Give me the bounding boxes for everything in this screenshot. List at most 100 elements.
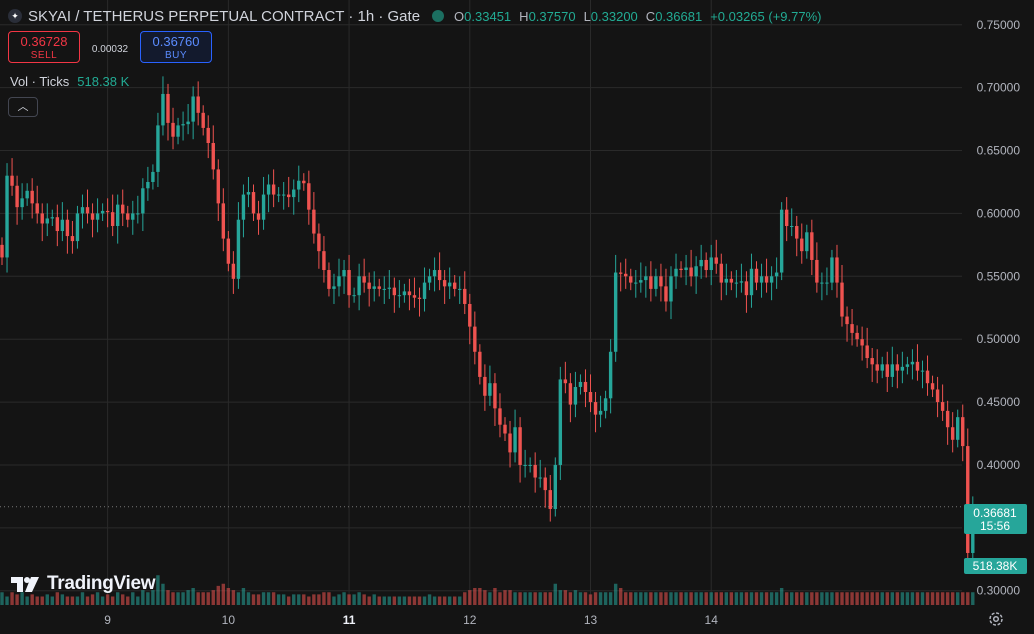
candle xyxy=(40,203,44,242)
candle xyxy=(397,280,402,308)
volume-bar xyxy=(593,592,598,605)
candle xyxy=(850,309,854,346)
volume-bar xyxy=(493,588,497,605)
volume-bar xyxy=(266,592,271,605)
gear-icon[interactable] xyxy=(987,610,1005,628)
candle-body xyxy=(598,410,603,415)
volume-bar xyxy=(961,592,965,605)
y-tick-label: 0.40000 xyxy=(977,458,1021,472)
candle xyxy=(357,263,361,311)
candle-body xyxy=(271,184,276,195)
candle xyxy=(226,231,231,272)
candle-body xyxy=(538,477,542,479)
volume-bar xyxy=(533,592,537,605)
candle xyxy=(659,263,663,302)
buy-button[interactable]: 0.36760 BUY xyxy=(140,31,212,63)
tradingview-logo[interactable]: TradingView xyxy=(11,573,156,595)
candle-body xyxy=(60,219,65,232)
candle xyxy=(805,224,809,259)
candle xyxy=(100,203,105,221)
volume-bar xyxy=(629,592,633,605)
candle xyxy=(131,200,135,235)
candle-body xyxy=(377,286,381,289)
sell-button[interactable]: 0.36728 SELL xyxy=(8,31,80,63)
candle xyxy=(880,356,884,379)
candle xyxy=(905,356,910,375)
candle-body xyxy=(442,280,447,287)
volume-bar xyxy=(704,592,708,605)
volume-bar xyxy=(543,592,547,605)
candle xyxy=(714,239,718,274)
candle-body xyxy=(25,190,29,199)
candle xyxy=(176,117,180,145)
volume-bar xyxy=(201,592,205,605)
candle xyxy=(35,185,39,224)
candle-body xyxy=(110,212,115,227)
candle-body xyxy=(739,281,744,283)
market-status-icon[interactable] xyxy=(432,10,445,22)
volume-legend[interactable]: Vol · Ticks 518.38 K xyxy=(10,74,129,89)
candle-body xyxy=(508,433,512,453)
candle-body xyxy=(774,272,779,277)
candle-body xyxy=(790,226,794,228)
candle xyxy=(875,349,879,384)
candle xyxy=(478,344,482,385)
last-volume-value: 518.38K xyxy=(973,559,1018,573)
volume-bar xyxy=(151,590,155,605)
candle xyxy=(568,373,573,423)
candle-body xyxy=(779,209,784,273)
candle xyxy=(639,262,643,293)
candle-body xyxy=(618,272,623,274)
candle-body xyxy=(392,287,397,296)
candle-body xyxy=(493,383,497,409)
volume-bar xyxy=(337,594,341,605)
x-tick-label: 12 xyxy=(463,613,477,627)
volume-bar xyxy=(956,592,960,605)
buy-label: BUY xyxy=(164,50,188,61)
candle-body xyxy=(674,268,678,277)
candle-body xyxy=(699,259,703,267)
candle-body xyxy=(397,295,402,297)
candle-body xyxy=(412,295,417,298)
collapse-legend-button[interactable]: ︿ xyxy=(8,97,38,117)
candle xyxy=(754,261,759,291)
volume-bar xyxy=(714,592,718,605)
candle-body xyxy=(588,392,593,403)
candle xyxy=(221,188,226,252)
volume-bar xyxy=(412,596,417,605)
candle-body xyxy=(317,233,321,252)
last-price-label-bg xyxy=(964,504,1027,534)
volume-bar xyxy=(754,592,759,605)
volume-bar xyxy=(327,592,331,605)
volume-bar xyxy=(669,592,673,605)
volume-bar xyxy=(739,592,744,605)
volume-bar xyxy=(20,592,24,605)
candle xyxy=(161,76,165,136)
volume-bar xyxy=(538,592,542,605)
candle xyxy=(734,270,739,298)
candle xyxy=(297,165,301,203)
candle xyxy=(377,278,381,297)
volume-bar xyxy=(146,592,150,605)
volume-bar xyxy=(759,592,764,605)
candle-body xyxy=(226,238,231,264)
x-tick-label: 9 xyxy=(104,613,111,627)
candle xyxy=(528,457,532,473)
candle-body xyxy=(382,288,386,290)
candle-body xyxy=(729,278,734,283)
candle xyxy=(60,202,65,242)
volume-bar xyxy=(307,596,311,605)
symbol-title[interactable]: SKYAI / TETHERUS PERPETUAL CONTRACT · 1h… xyxy=(28,7,421,25)
volume-bar xyxy=(528,592,532,605)
candle-body xyxy=(840,282,844,317)
volume-bar xyxy=(734,592,739,605)
volume-bar xyxy=(548,592,552,605)
candle xyxy=(50,209,54,227)
volume-bar xyxy=(30,594,34,605)
candle xyxy=(518,417,522,483)
candle-body xyxy=(800,238,804,252)
last-volume-label-bg xyxy=(964,558,1027,574)
candle xyxy=(689,249,693,287)
candle xyxy=(840,264,844,327)
